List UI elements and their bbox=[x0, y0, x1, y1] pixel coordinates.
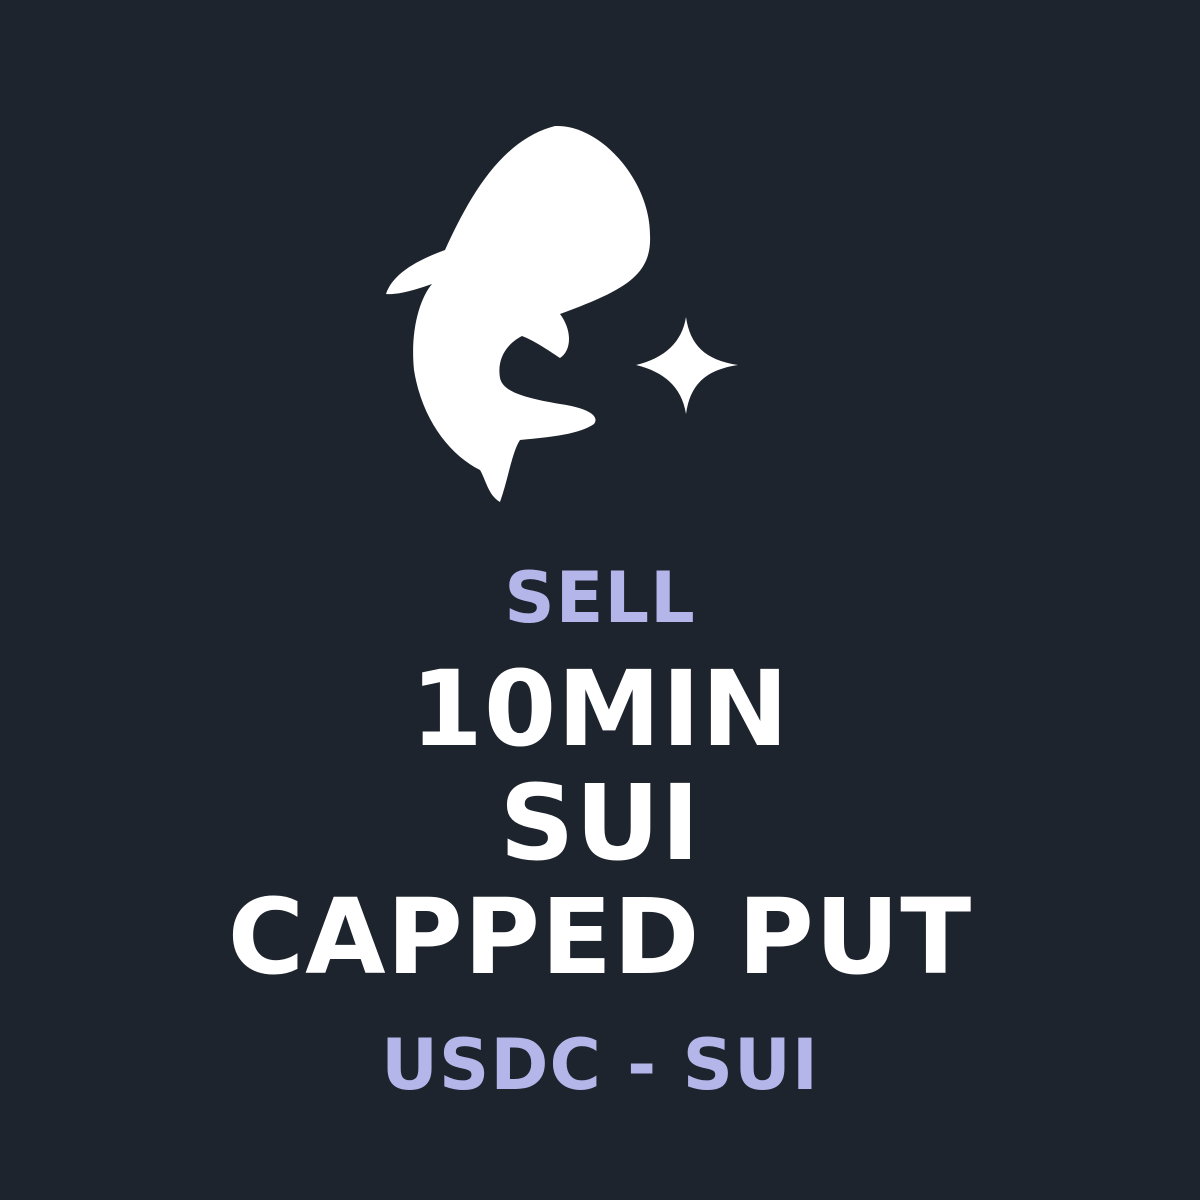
whale-shark-logo bbox=[386, 125, 738, 502]
asset-label: SUI bbox=[499, 762, 701, 884]
whale-shark-icon bbox=[386, 125, 651, 502]
pair-label: USDC - SUI bbox=[381, 1024, 819, 1106]
duration-label: 10MIN bbox=[410, 648, 790, 770]
sparkle-icon bbox=[636, 317, 738, 414]
action-label: SELL bbox=[504, 557, 696, 639]
product-label: CAPPED PUT bbox=[227, 876, 973, 998]
